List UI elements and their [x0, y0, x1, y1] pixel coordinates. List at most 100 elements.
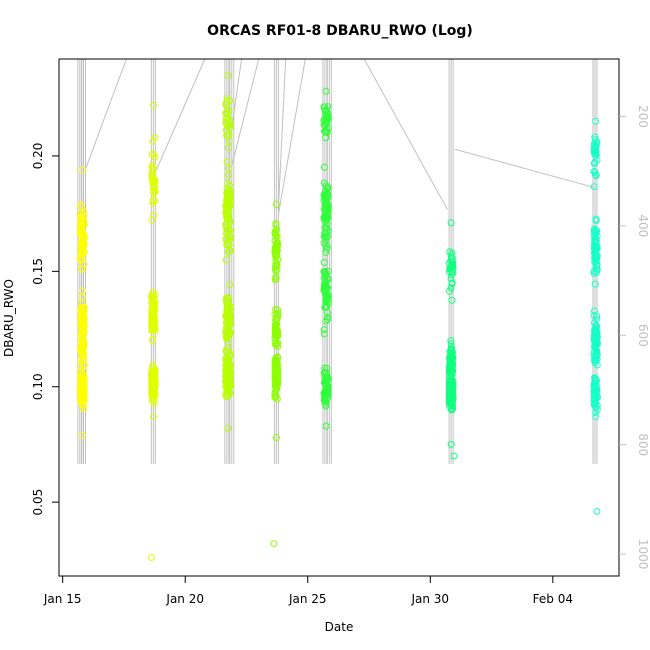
data-point [273, 260, 281, 268]
data-point [592, 409, 600, 416]
data-point [323, 315, 331, 323]
x-tick-label: Jan 30 [410, 592, 449, 606]
data-point [274, 256, 282, 264]
data-point [79, 356, 87, 364]
data-point [324, 214, 332, 222]
data-point [320, 179, 328, 187]
data-point [324, 291, 332, 299]
data-point [225, 241, 233, 249]
data-point [320, 330, 328, 338]
data-point [593, 350, 601, 358]
data-point [148, 381, 156, 389]
data-point [149, 363, 156, 371]
data-point [78, 209, 86, 217]
data-point [320, 259, 328, 266]
data-point [148, 367, 156, 375]
data-point [323, 243, 331, 251]
data-point [445, 399, 453, 407]
data-point [324, 313, 332, 321]
data-point [272, 200, 280, 208]
data-point [148, 370, 156, 378]
data-point [591, 331, 599, 339]
data-point [80, 374, 87, 382]
data-point [322, 298, 330, 306]
data-point [448, 260, 456, 268]
data-point [223, 197, 230, 204]
data-point [322, 302, 330, 310]
data-point [591, 171, 599, 179]
data-point [449, 384, 457, 392]
data-point [447, 344, 455, 352]
data-point [272, 267, 280, 275]
data-point [150, 316, 157, 324]
data-point [225, 308, 232, 316]
data-point [77, 256, 85, 264]
data-point [225, 137, 233, 145]
data-point [224, 424, 232, 432]
data-point [446, 287, 453, 295]
data-point [272, 341, 280, 349]
data-point [79, 395, 87, 403]
data-point [320, 326, 328, 334]
data-point [223, 323, 231, 331]
data-point [591, 357, 599, 365]
data-point [271, 388, 279, 396]
pressure-transit-line [231, 58, 260, 166]
y2-tick-label: 600 [636, 324, 650, 347]
data-point [223, 158, 231, 166]
pressure-transit-line [454, 148, 595, 189]
data-point [590, 269, 598, 277]
y2-tick-label: 200 [636, 105, 650, 128]
data-point [592, 243, 599, 251]
data-point [151, 183, 159, 191]
data-point [80, 361, 88, 369]
data-point [447, 219, 455, 227]
data-point [445, 396, 453, 404]
data-point [224, 114, 232, 122]
series-RF01 [76, 166, 88, 439]
data-point [78, 343, 86, 351]
data-point [78, 255, 86, 263]
data-point [324, 382, 332, 390]
y2-axis: 200 400 600 800 1000 [619, 105, 650, 569]
data-point [272, 354, 280, 362]
data-point [274, 343, 282, 350]
data-point [322, 402, 330, 410]
pressure-transit-line [231, 58, 243, 128]
data-point [448, 366, 456, 374]
data-point [80, 208, 88, 216]
data-point [274, 309, 282, 317]
data-point [80, 303, 88, 311]
data-point [591, 227, 598, 235]
data-point [590, 336, 598, 344]
plot-frame [58, 58, 620, 577]
data-point [273, 395, 281, 403]
data-point [591, 144, 599, 152]
data-point [226, 181, 234, 189]
data-point [321, 281, 329, 289]
data-point [449, 348, 456, 356]
data-point [226, 379, 234, 387]
data-point [272, 434, 280, 441]
x-tick-label: Feb 04 [533, 592, 573, 606]
data-point [321, 303, 329, 311]
data-point [272, 305, 279, 313]
data-point [148, 327, 156, 335]
data-point [224, 196, 231, 204]
data-point [225, 293, 233, 301]
data-point [226, 364, 233, 372]
data-point [322, 196, 330, 203]
outlier-point [270, 540, 278, 548]
data-point [323, 295, 331, 303]
data-point [79, 327, 87, 335]
data-point [149, 199, 157, 207]
data-point [226, 330, 233, 338]
data-point [591, 307, 598, 315]
data-point [80, 218, 88, 226]
y2-tick-label: 1000 [636, 539, 650, 570]
data-point [272, 244, 279, 252]
data-point [274, 241, 282, 249]
data-point [149, 101, 157, 109]
data-point [79, 228, 87, 236]
data-point [149, 336, 157, 344]
